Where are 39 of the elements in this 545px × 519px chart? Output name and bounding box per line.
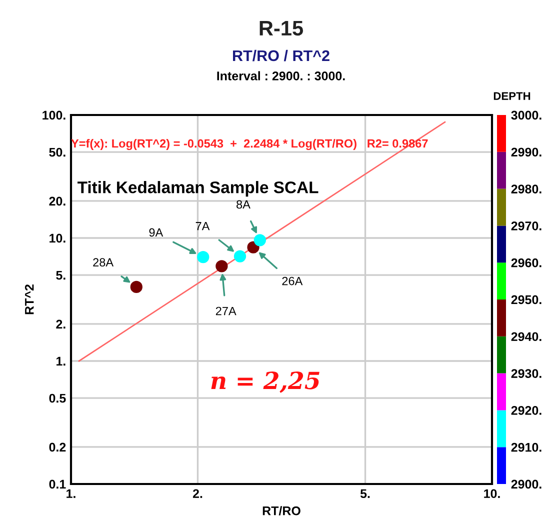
annotation: 28A	[93, 258, 114, 267]
color-bar-label: 2920.	[511, 406, 542, 415]
color-bar-label: 2950.	[511, 295, 542, 304]
annotation: 27A	[216, 306, 236, 316]
color-bar-label: 2990.	[511, 148, 542, 157]
y-tick-label: 2.	[56, 320, 66, 329]
color-bar-label: 2910.	[511, 442, 542, 452]
color-bar-label: 2960.	[511, 258, 542, 268]
annotation: Titik Kedalaman Sample SCAL	[78, 181, 318, 197]
annotation: 8A	[236, 200, 250, 209]
x-tick-label: 2.	[192, 489, 202, 498]
y-tick-label: 100.	[42, 110, 66, 120]
x-tick-label: 1.	[66, 489, 76, 498]
y-tick-label: 5.	[56, 270, 66, 280]
x-tick-label: 10.	[484, 489, 500, 498]
y-tick-label: 1.	[56, 356, 66, 366]
x-axis-title: RT/RO	[262, 506, 300, 516]
y-tick-label: 50.	[49, 148, 66, 157]
chart-title: R-15	[260, 21, 303, 36]
y-tick-label: 20.	[49, 196, 66, 206]
y-tick-label: 0.1	[49, 480, 66, 489]
y-tick-label: 0.5	[49, 394, 66, 403]
y-tick-label: 0.2	[49, 442, 66, 452]
annotation: 7A	[196, 222, 210, 230]
annotation: n = 2,25	[211, 372, 320, 393]
chart-subtitle: RT/RO / RT^2	[233, 50, 330, 62]
x-tick-label: 5.	[360, 489, 370, 498]
color-bar-label: 2970.	[511, 222, 542, 230]
annotation: 26A	[282, 276, 303, 286]
color-bar-label: 2980.	[511, 184, 542, 194]
color-bar-label: 2940.	[511, 332, 542, 342]
color-bar-title: DEPTH	[494, 92, 530, 100]
annotation: 9A	[149, 228, 164, 237]
color-bar-label: 2930.	[511, 369, 542, 378]
y-axis-title: RT^2	[24, 284, 34, 314]
y-tick-label: 10.	[50, 234, 66, 243]
color-bar-label: 3000.	[511, 110, 542, 120]
color-bar-label: 2900.	[511, 480, 542, 489]
text: Interval : 2900. : 3000.	[217, 71, 345, 80]
